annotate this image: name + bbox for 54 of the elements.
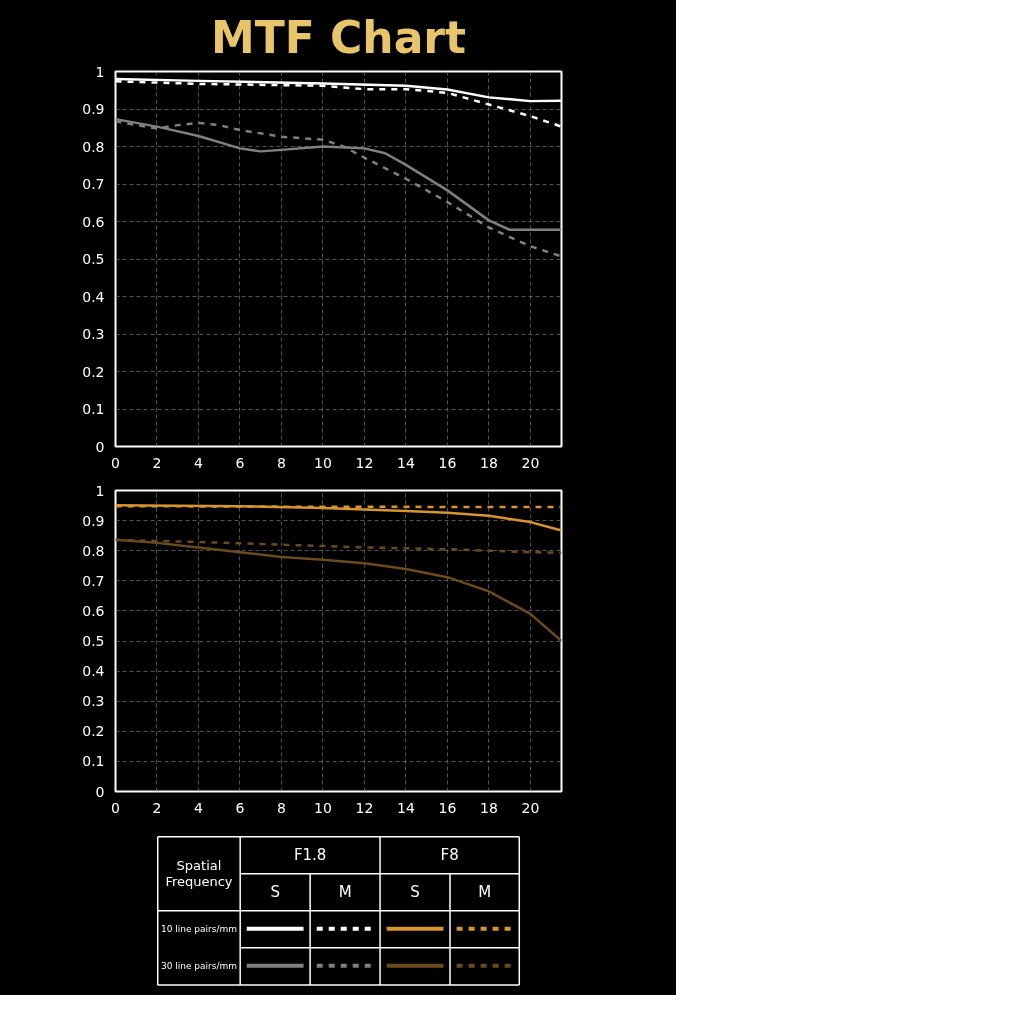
y-tick-label: 0 — [95, 438, 105, 455]
text: 10 line pairs/mm — [160, 923, 238, 934]
y-tick-label: 0.8 — [82, 138, 105, 155]
x-tick-label: 4 — [194, 454, 204, 471]
x-tick-label: 8 — [277, 799, 286, 816]
x-tick-label: 12 — [355, 799, 374, 816]
y-tick-label: 0.7 — [82, 176, 105, 192]
x-tick-label: 6 — [235, 454, 245, 471]
y-tick-label: 0.5 — [82, 633, 105, 649]
text: S — [270, 882, 280, 901]
x-tick-label: 0 — [111, 799, 120, 816]
y-tick-label: 0.8 — [82, 542, 105, 559]
text: F8 — [440, 845, 459, 864]
y-tick-label: 0.3 — [82, 693, 105, 710]
y-tick-label: 0.6 — [82, 213, 105, 230]
x-tick-label: 6 — [235, 799, 245, 816]
x-tick-label: 14 — [397, 799, 415, 816]
x-tick-label: 18 — [479, 454, 498, 471]
y-tick-label: 0.1 — [82, 401, 105, 417]
x-tick-label: 2 — [152, 799, 162, 816]
y-tick-label: 0.9 — [82, 512, 105, 529]
x-tick-label: 20 — [521, 799, 540, 816]
y-tick-label: 0.5 — [82, 251, 105, 267]
y-tick-label: 0.4 — [82, 288, 105, 305]
x-tick-label: 14 — [397, 454, 415, 471]
y-tick-label: 0.1 — [82, 753, 105, 770]
text: F1.8 — [293, 845, 327, 864]
x-tick-label: 20 — [521, 454, 540, 471]
text: Spatial Frequency — [165, 857, 233, 890]
x-tick-label: 8 — [277, 454, 286, 471]
y-tick-label: 0.4 — [82, 663, 105, 680]
x-tick-label: 2 — [152, 454, 162, 471]
y-tick-label: 0.2 — [82, 723, 105, 740]
x-tick-label: 10 — [314, 454, 332, 471]
x-tick-label: 12 — [355, 454, 374, 471]
x-tick-label: 16 — [438, 799, 457, 816]
chart-title: MTF Chart — [210, 11, 467, 63]
y-tick-label: 0.3 — [82, 326, 105, 342]
y-tick-label: 0 — [95, 783, 105, 800]
text: 30 line pairs/mm — [160, 960, 238, 971]
text: S — [410, 882, 420, 901]
x-tick-label: 16 — [438, 454, 457, 471]
x-tick-label: 10 — [314, 799, 332, 816]
y-tick-label: 1 — [95, 63, 105, 80]
y-tick-label: 0.6 — [82, 602, 105, 619]
text: M — [478, 882, 492, 901]
x-tick-label: 0 — [111, 454, 120, 471]
y-tick-label: 0.9 — [82, 101, 105, 117]
y-tick-label: 0.2 — [82, 363, 105, 380]
text: M — [338, 882, 352, 901]
x-tick-label: 4 — [194, 799, 204, 816]
x-tick-label: 18 — [479, 799, 498, 816]
y-tick-label: 0.7 — [82, 572, 105, 589]
y-tick-label: 1 — [95, 482, 105, 499]
